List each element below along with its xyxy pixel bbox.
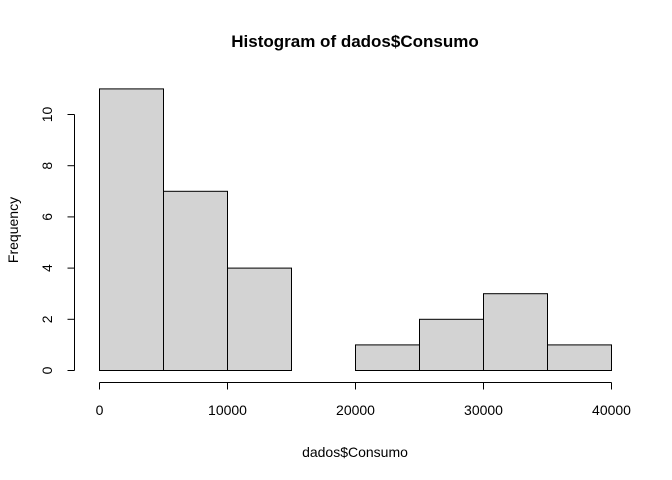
y-axis: 0 2 4 6 8 10 <box>39 107 75 374</box>
x-axis: 0 10000 20000 30000 40000 <box>96 382 631 418</box>
histogram-bar-2 <box>227 267 292 372</box>
histogram-bar-0 <box>99 88 164 372</box>
x-tick-label: 30000 <box>464 402 503 418</box>
x-axis-label: dados$Consumo <box>302 444 408 460</box>
histogram-bar-5 <box>419 318 484 371</box>
y-axis-label: Frequency <box>5 197 21 263</box>
y-tick-label: 10 <box>39 107 55 123</box>
histogram-bar-1 <box>163 190 228 371</box>
x-tick-label: 40000 <box>592 402 631 418</box>
chart-title: Histogram of dados$Consumo <box>231 32 478 51</box>
y-tick-label: 8 <box>39 162 55 170</box>
histogram-bar-4 <box>355 344 420 371</box>
bars-group <box>99 88 612 372</box>
histogram-bar-7 <box>547 344 612 371</box>
y-tick-label: 6 <box>39 213 55 221</box>
x-tick-label: 10000 <box>208 402 247 418</box>
y-tick-label: 2 <box>39 315 55 323</box>
y-tick-label: 4 <box>39 264 55 272</box>
histogram-bar-6 <box>483 293 548 372</box>
x-tick-label: 20000 <box>336 402 375 418</box>
x-tick-label: 0 <box>96 402 104 418</box>
y-tick-label: 0 <box>39 366 55 374</box>
